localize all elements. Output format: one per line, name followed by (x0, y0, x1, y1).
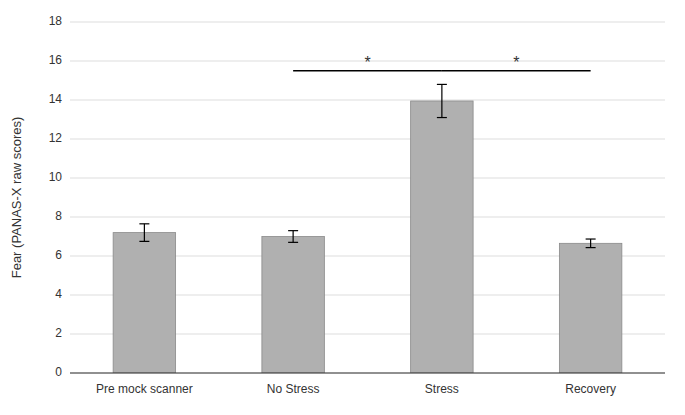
x-tick-label: Recovery (565, 382, 616, 396)
y-tick-label: 14 (49, 92, 63, 106)
y-tick-label: 2 (55, 326, 62, 340)
y-axis-label: Fear (PANAS-X raw scores) (9, 117, 24, 279)
plot-area (113, 84, 622, 373)
chart-svg: 0 2 4 6 8 10 12 14 16 18 Fear (PANAS-X raw scores)… (0, 0, 685, 415)
y-tick-label: 12 (49, 131, 63, 145)
error-bar (437, 84, 447, 117)
x-tick-label: Pre mock scanner (96, 382, 193, 396)
chart-container: 0 2 4 6 8 10 12 14 16 18 Fear (PANAS-X raw scores)… (0, 0, 685, 415)
x-axis-line (70, 373, 665, 374)
grid-line (70, 139, 665, 140)
grid (70, 22, 665, 373)
bar (262, 237, 324, 374)
y-tick-label: 16 (49, 53, 63, 67)
y-tick-label: 0 (55, 365, 62, 379)
y-tick-label: 18 (49, 14, 63, 28)
significance-label: * (364, 54, 370, 71)
grid-line (70, 178, 665, 179)
x-tick-label: No Stress (267, 382, 320, 396)
x-tick-label: Stress (425, 382, 459, 396)
error-bar (586, 239, 596, 248)
error-bar (288, 231, 298, 243)
y-tick-label: 10 (49, 170, 63, 184)
grid-line (70, 22, 665, 23)
y-tick-label: 8 (55, 209, 62, 223)
bar (113, 233, 175, 373)
grid-line (70, 373, 665, 374)
grid-line (70, 100, 665, 101)
y-tick-label: 6 (55, 248, 62, 262)
error-bar (139, 224, 149, 242)
grid-line (70, 217, 665, 218)
bar (411, 101, 473, 373)
significance-label: * (513, 54, 519, 71)
bar (559, 243, 621, 373)
y-tick-label: 4 (55, 287, 62, 301)
